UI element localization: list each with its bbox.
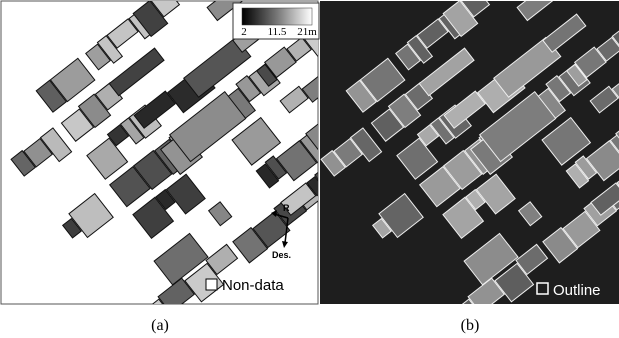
colorbar-label: 21m: [297, 26, 317, 38]
compass-label: R: [283, 203, 290, 213]
page: {"colorbar": {"labels": ["2", "11.5", "2…: [0, 0, 619, 338]
colorbar: 2 11.5 21m: [233, 3, 319, 39]
colorbar-gradient: [242, 8, 312, 25]
legend-label: Outline: [553, 282, 601, 299]
caption: (a): [151, 317, 169, 334]
figure: 2 11.5 21m R Des. Non-data Outline (a) (…: [0, 0, 619, 338]
caption: (b): [461, 317, 480, 334]
legend-label: Non-data: [222, 277, 284, 294]
colorbar-label: 11.5: [268, 26, 287, 38]
colorbar-label: 2: [241, 26, 247, 38]
legend-swatch: [206, 279, 217, 290]
compass-label: Des.: [272, 250, 291, 260]
